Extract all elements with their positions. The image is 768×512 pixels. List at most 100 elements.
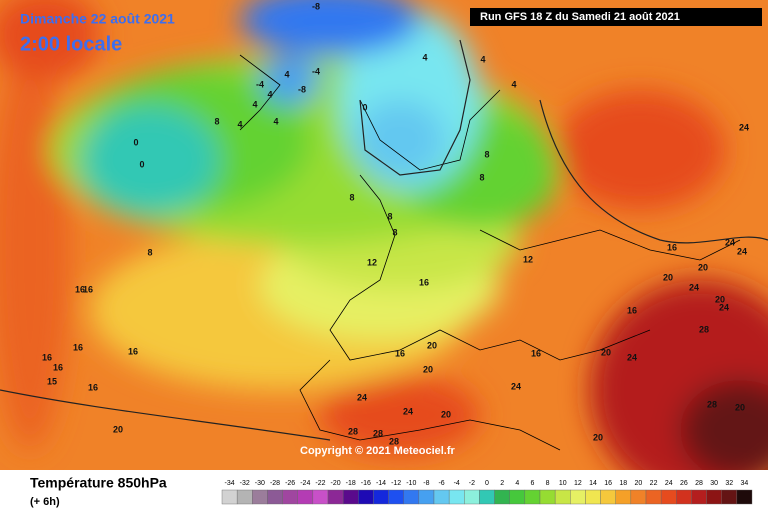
- scale-label: -20: [331, 480, 341, 487]
- scale-swatch: [721, 489, 738, 505]
- scale-label: 14: [589, 480, 597, 487]
- contour-label: 0: [133, 137, 138, 147]
- contour-label: 4: [237, 119, 242, 129]
- contour-label: 20: [423, 364, 433, 374]
- scale-label: 34: [741, 480, 749, 487]
- run-label: Run GFS 18 Z du Samedi 21 août 2021: [480, 11, 680, 23]
- contour-label: 4: [511, 79, 516, 89]
- contour-label: 20: [735, 402, 745, 412]
- scale-label: -34: [225, 480, 235, 487]
- contour-label: 20: [593, 432, 603, 442]
- scale-label: -26: [285, 480, 295, 487]
- scale-swatch: [433, 489, 450, 505]
- contour-label: 16: [42, 352, 52, 362]
- contour-label: 16: [395, 348, 405, 358]
- scale-label: 6: [530, 480, 534, 487]
- footer-lead: (+ 6h): [30, 496, 60, 508]
- contour-label: 8: [392, 227, 397, 237]
- contour-label: 4: [267, 89, 272, 99]
- scale-label: 22: [650, 480, 658, 487]
- scale-label: -10: [406, 480, 416, 487]
- contour-label: 16: [88, 382, 98, 392]
- copyright: Copyright © 2021 Meteociel.fr: [300, 445, 456, 457]
- scale-swatch: [297, 489, 314, 505]
- contour-label: 24: [719, 302, 729, 312]
- coastlines: [239, 54, 741, 451]
- scale-label: -4: [454, 480, 460, 487]
- scale-swatch: [645, 489, 662, 505]
- contour-label: -4: [256, 79, 264, 89]
- contour-label: 16: [75, 284, 85, 294]
- scale-swatch: [676, 489, 692, 505]
- contour-label: 16: [531, 348, 541, 358]
- contour-label: 4: [480, 54, 485, 64]
- scale-label: 26: [680, 480, 688, 487]
- scale-swatch: [706, 489, 722, 505]
- contour-label: 16: [73, 342, 83, 352]
- temperature-field: [0, 0, 768, 470]
- scale-label: 8: [546, 480, 550, 487]
- contour-label: 16: [667, 242, 677, 252]
- scale-swatch: [736, 489, 753, 505]
- contour-label: 24: [737, 246, 747, 256]
- scale-swatch: [509, 489, 526, 505]
- scale-label: 24: [665, 480, 673, 487]
- scale-label: 20: [635, 480, 643, 487]
- scale-swatch: [388, 489, 404, 505]
- contour-label: 24: [357, 392, 367, 402]
- scale-label: -22: [315, 480, 325, 487]
- scale-swatch: [448, 489, 465, 505]
- scale-label: 16: [604, 480, 612, 487]
- contour-label: 20: [601, 347, 611, 357]
- contour-label: 16: [53, 362, 63, 372]
- contour-label: 0: [362, 102, 367, 112]
- scale-label: -12: [391, 480, 401, 487]
- color-scale: -34 -32 -30 -28 -26 -24 -22 -20 -18 -16 -14 -12 -10-…: [221, 480, 753, 505]
- scale-swatch: [236, 489, 253, 505]
- contour-label: 16: [128, 346, 138, 356]
- contour-label: 20: [441, 409, 451, 419]
- contour-label: 24: [739, 122, 749, 132]
- date-label: Dimanche 22 août 2021: [20, 11, 175, 27]
- scale-swatch: [691, 489, 707, 505]
- contour-label: 24: [511, 381, 521, 391]
- scale-swatch: [554, 489, 571, 505]
- scale-label: -16: [361, 480, 371, 487]
- scale-swatch: [570, 489, 586, 505]
- contour-label: 8: [214, 116, 219, 126]
- contour-label: 20: [663, 272, 673, 282]
- scale-swatch: [267, 489, 283, 505]
- contour-label: 16: [419, 277, 429, 287]
- scale-swatch: [312, 489, 329, 505]
- contour-label: 28: [699, 324, 709, 334]
- scale-label: -28: [270, 480, 280, 487]
- scale-swatch: [252, 489, 268, 505]
- scale-label: -14: [376, 480, 386, 487]
- contour-label: 24: [689, 282, 699, 292]
- scale-swatch: [615, 489, 632, 505]
- contour-label: 28: [348, 426, 358, 436]
- contour-label: 8: [387, 211, 392, 221]
- scale-swatch: [221, 489, 238, 505]
- contour-label: 20: [113, 424, 123, 434]
- contour-label: 20: [715, 294, 725, 304]
- scale-swatch: [464, 489, 480, 505]
- contour-label: 24: [627, 352, 637, 362]
- contour-label: 4: [284, 69, 289, 79]
- scale-label: 12: [574, 480, 582, 487]
- contour-label: -4: [312, 66, 320, 76]
- scale-label: -2: [469, 480, 475, 487]
- contour-label: 28: [373, 428, 383, 438]
- contour-label: 20: [698, 262, 708, 272]
- scale-label: 18: [619, 480, 627, 487]
- contour-label: 28: [707, 399, 717, 409]
- scale-label: 0: [485, 480, 489, 487]
- isotherms: [0, 39, 768, 441]
- contour-label: 24: [725, 237, 735, 247]
- contour-label: 4: [422, 52, 427, 62]
- scale-swatch: [494, 489, 510, 505]
- scale-label: 28: [695, 480, 703, 487]
- scale-swatch: [342, 489, 359, 505]
- run-box: [470, 8, 762, 26]
